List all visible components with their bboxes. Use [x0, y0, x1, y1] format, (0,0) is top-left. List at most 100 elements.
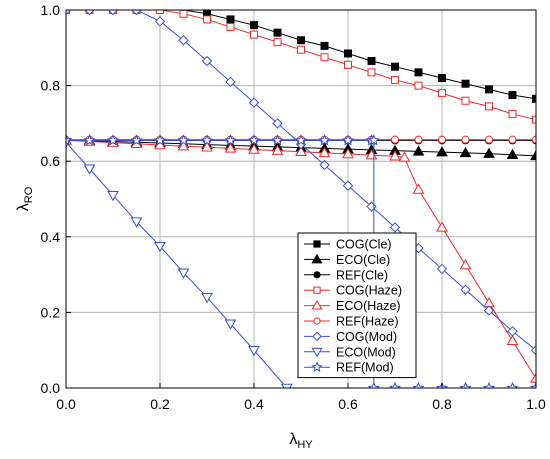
data-point	[391, 62, 399, 71]
data-point	[154, 242, 166, 253]
data-point	[272, 118, 283, 129]
data-point	[438, 135, 446, 144]
x-axis: 0.0 0.2 0.4 0.6 0.8 1.0	[56, 383, 546, 412]
plot-frame	[65, 9, 537, 389]
y-tick-label: 0.2	[41, 304, 61, 320]
data-point	[178, 35, 189, 46]
data-point	[177, 140, 190, 151]
legend-marker	[311, 253, 323, 264]
legend-item: REF(Cle)	[304, 268, 388, 282]
data-point	[414, 135, 423, 144]
data-point	[459, 259, 472, 270]
data-point	[389, 381, 401, 388]
data-point	[177, 134, 190, 146]
data-point	[226, 23, 235, 32]
data-point	[530, 149, 536, 161]
data-point	[318, 134, 331, 146]
legend-marker	[311, 299, 323, 310]
y-axis: 0.0 0.2 0.4 0.6 0.8 1.0	[41, 2, 71, 396]
x-axis-label: λHY	[289, 431, 313, 451]
data-point	[107, 134, 119, 146]
data-point	[203, 15, 211, 24]
legend-label: ECO(Cle)	[336, 253, 390, 267]
data-point	[485, 102, 493, 111]
data-point	[344, 60, 352, 69]
legend-item: COG(Cle)	[304, 238, 392, 252]
data-point	[273, 38, 282, 47]
data-point	[320, 53, 329, 62]
legend-marker	[311, 361, 323, 372]
legend-item: REF(Haze)	[304, 315, 399, 329]
data-point	[461, 96, 470, 105]
data-point	[201, 134, 213, 146]
data-point	[530, 381, 536, 388]
legend-label: REF(Mod)	[336, 361, 394, 375]
data-point	[389, 150, 401, 161]
data-point	[483, 305, 495, 316]
data-point	[412, 381, 425, 388]
data-point	[483, 147, 495, 158]
data-point	[436, 221, 448, 232]
x-tick-label: 0.2	[150, 396, 170, 412]
data-point	[201, 141, 213, 152]
data-point	[201, 293, 213, 304]
data-point	[224, 142, 237, 153]
data-point	[507, 326, 518, 337]
data-point	[506, 148, 519, 160]
series-line	[66, 141, 288, 388]
y-tick-label: 0.8	[41, 78, 61, 94]
data-point	[367, 68, 376, 77]
data-point	[84, 10, 95, 16]
data-point	[367, 134, 380, 146]
data-point	[342, 148, 354, 159]
data-point	[459, 146, 472, 158]
data-point	[156, 10, 164, 14]
legend-marker	[312, 331, 322, 342]
data-point	[177, 268, 190, 279]
data-point	[248, 134, 260, 146]
legend-item: COG(Haze)	[304, 284, 402, 298]
data-point	[248, 97, 260, 108]
data-point	[459, 381, 472, 388]
data-point	[506, 334, 519, 345]
data-point	[483, 381, 495, 388]
data-point	[398, 151, 411, 162]
series-ecomod	[66, 138, 293, 388]
data-point	[342, 180, 354, 191]
data-point	[508, 135, 517, 144]
data-point	[224, 319, 237, 330]
data-point	[367, 57, 376, 66]
data-point	[130, 217, 143, 228]
x-tick-label: 1.0	[526, 396, 546, 412]
data-point	[436, 263, 448, 275]
x-tick-label: 0.8	[432, 396, 452, 412]
legend-marker	[313, 240, 321, 248]
legend-label: COG(Haze)	[336, 284, 402, 298]
data-point	[154, 134, 166, 146]
x-axis-label-sub: HY	[297, 439, 313, 451]
legend-marker	[311, 347, 323, 358]
data-point	[344, 49, 352, 58]
data-point	[414, 81, 423, 90]
data-point	[130, 134, 143, 146]
legend-marker	[313, 271, 321, 279]
series-coghaze	[66, 10, 536, 124]
legend-label: REF(Haze)	[336, 315, 399, 329]
legend-label: ECO(Mod)	[336, 345, 396, 359]
data-point	[66, 134, 72, 146]
y-axis-label: λRO	[15, 186, 35, 211]
data-point	[225, 76, 236, 88]
data-point	[485, 135, 493, 144]
data-point	[226, 15, 235, 24]
x-tick-label: 0.6	[338, 396, 358, 412]
data-point	[436, 146, 448, 157]
data-point	[248, 143, 260, 154]
data-point	[532, 135, 536, 144]
data-point	[508, 91, 517, 100]
data-point	[412, 183, 425, 194]
data-point	[248, 345, 260, 357]
legend-marker	[313, 317, 321, 325]
data-point	[297, 36, 305, 45]
data-point	[107, 190, 119, 202]
